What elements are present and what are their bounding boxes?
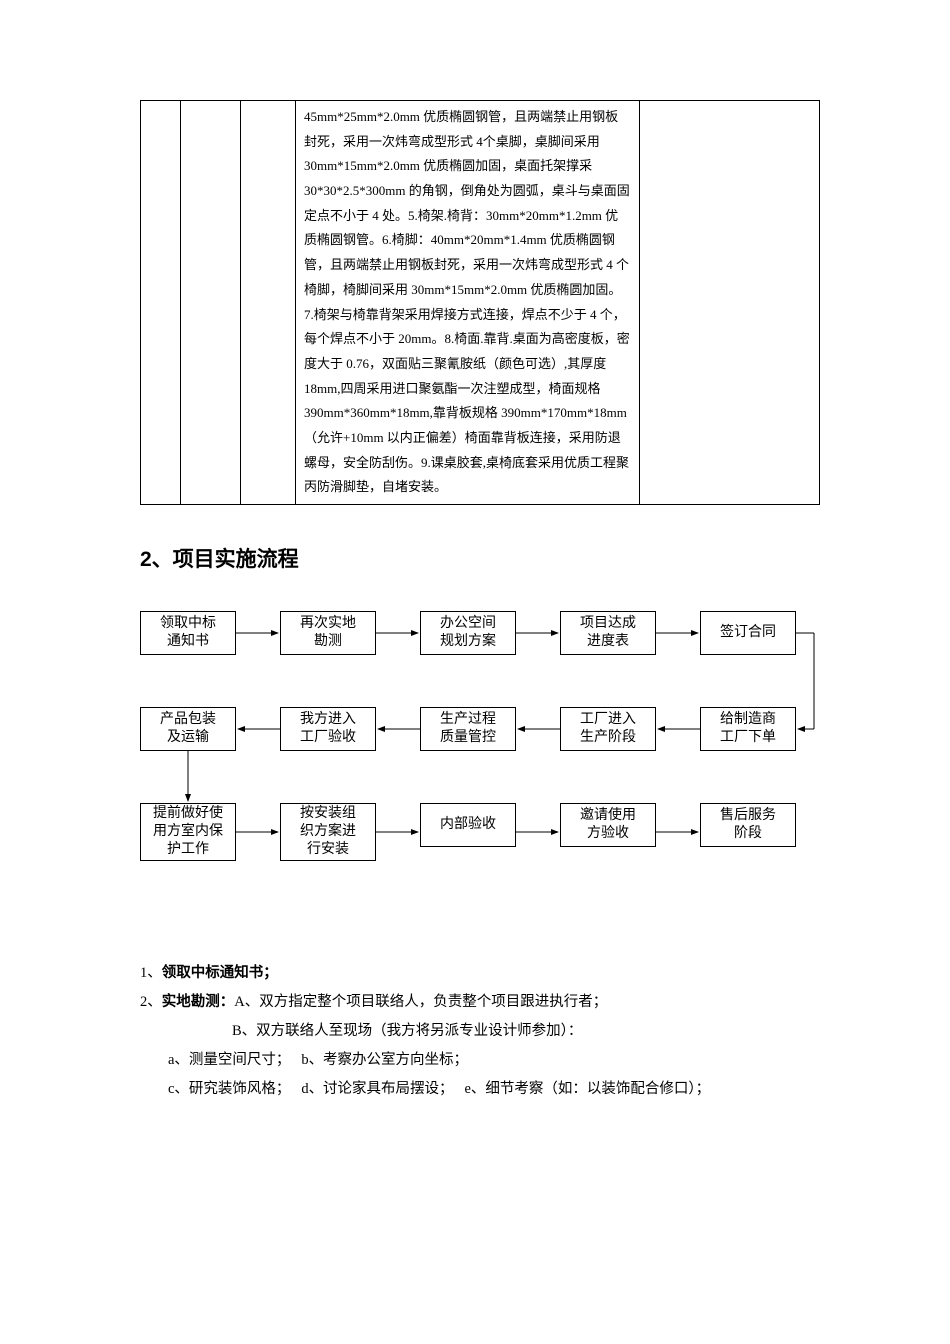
flow-box-line: 进度表 xyxy=(587,633,629,651)
flow-box-line: 工厂验收 xyxy=(300,729,356,747)
flowchart: 领取中标通知书再次实地勘测办公空间规划方案项目达成进度表签订合同产品包装及运输我… xyxy=(140,611,818,901)
flow-box-line: 工厂下单 xyxy=(720,729,776,747)
flow-box-b9: 工厂进入生产阶段 xyxy=(560,707,656,751)
flow-box-b11: 提前做好使用方室内保护工作 xyxy=(140,803,236,861)
cell-empty xyxy=(141,101,181,505)
l4b: b、考察办公室方向坐标； xyxy=(301,1052,468,1068)
flow-box-b10: 给制造商工厂下单 xyxy=(700,707,796,751)
flow-box-line: 产品包装 xyxy=(160,711,216,729)
cell-empty xyxy=(181,101,241,505)
l5c: e、细节考察（如：以装饰配合修口）； xyxy=(464,1081,710,1097)
flow-box-line: 我方进入 xyxy=(300,711,356,729)
flow-box-line: 签订合同 xyxy=(720,624,776,642)
rest: A、双方指定整个项目联络人，负责整个项目跟进执行者； xyxy=(234,994,607,1010)
flow-box-line: 通知书 xyxy=(167,633,209,651)
flow-box-line: 邀请使用 xyxy=(580,807,636,825)
flow-box-line: 项目达成 xyxy=(580,615,636,633)
l5b: d、讨论家具布局摆设； xyxy=(301,1081,453,1097)
num: 2、 xyxy=(140,994,162,1010)
flow-box-b14: 邀请使用方验收 xyxy=(560,803,656,847)
bold-text: 实地勘测： xyxy=(162,994,235,1010)
flow-box-line: 方验收 xyxy=(587,825,629,843)
flow-box-b4: 项目达成进度表 xyxy=(560,611,656,655)
line-3: B、双方联络人至现场（我方将另派专业设计师参加）： xyxy=(140,1017,820,1046)
flow-box-line: 及运输 xyxy=(167,729,209,747)
flow-box-b15: 售后服务阶段 xyxy=(700,803,796,847)
num: 1、 xyxy=(140,965,162,981)
bold-text: 领取中标通知书； xyxy=(162,965,278,981)
flow-box-line: 售后服务 xyxy=(720,807,776,825)
flow-box-line: 护工作 xyxy=(167,841,209,859)
flow-box-b13: 内部验收 xyxy=(420,803,516,847)
flow-box-line: 生产过程 xyxy=(440,711,496,729)
flow-box-b7: 我方进入工厂验收 xyxy=(280,707,376,751)
section-heading: 2、项目实施流程 xyxy=(140,543,820,573)
flow-box-line: 提前做好使 xyxy=(153,805,223,823)
flow-box-line: 办公空间 xyxy=(440,615,496,633)
flow-box-b2: 再次实地勘测 xyxy=(280,611,376,655)
body-text: 1、领取中标通知书； 2、实地勘测：A、双方指定整个项目联络人，负责整个项目跟进… xyxy=(140,959,820,1104)
flow-box-line: 再次实地 xyxy=(300,615,356,633)
line-2: 2、实地勘测：A、双方指定整个项目联络人，负责整个项目跟进执行者； xyxy=(140,988,820,1017)
line-4: a、测量空间尺寸； b、考察办公室方向坐标； xyxy=(140,1046,820,1075)
flow-box-line: 给制造商 xyxy=(720,711,776,729)
flow-box-line: 阶段 xyxy=(734,825,762,843)
flow-box-b6: 产品包装及运输 xyxy=(140,707,236,751)
l5a: c、研究装饰风格； xyxy=(168,1081,290,1097)
flow-box-line: 用方室内保 xyxy=(153,823,223,841)
cell-spec: 45mm*25mm*2.0mm 优质椭圆钢管，且两端禁止用钢板封死，采用一次炜弯… xyxy=(296,101,640,505)
line-1: 1、领取中标通知书； xyxy=(140,959,820,988)
flow-box-line: 织方案进 xyxy=(300,823,356,841)
flow-box-b1: 领取中标通知书 xyxy=(140,611,236,655)
spec-table: 45mm*25mm*2.0mm 优质椭圆钢管，且两端禁止用钢板封死，采用一次炜弯… xyxy=(140,100,820,505)
flow-box-b5: 签订合同 xyxy=(700,611,796,655)
flow-box-b12: 按安装组织方案进行安装 xyxy=(280,803,376,861)
cell-empty xyxy=(640,101,820,505)
flow-box-line: 按安装组 xyxy=(300,805,356,823)
line-5: c、研究装饰风格； d、讨论家具布局摆设； e、细节考察（如：以装饰配合修口）； xyxy=(140,1075,820,1104)
flow-box-b8: 生产过程质量管控 xyxy=(420,707,516,751)
flow-box-b3: 办公空间规划方案 xyxy=(420,611,516,655)
flow-box-line: 质量管控 xyxy=(440,729,496,747)
flow-box-line: 规划方案 xyxy=(440,633,496,651)
flow-box-line: 内部验收 xyxy=(440,816,496,834)
l4a: a、测量空间尺寸； xyxy=(168,1052,290,1068)
flow-box-line: 生产阶段 xyxy=(580,729,636,747)
flow-box-line: 工厂进入 xyxy=(580,711,636,729)
flow-box-line: 勘测 xyxy=(314,633,342,651)
flow-box-line: 领取中标 xyxy=(160,615,216,633)
cell-empty xyxy=(241,101,296,505)
flow-box-line: 行安装 xyxy=(307,841,349,859)
table-row: 45mm*25mm*2.0mm 优质椭圆钢管，且两端禁止用钢板封死，采用一次炜弯… xyxy=(141,101,820,505)
